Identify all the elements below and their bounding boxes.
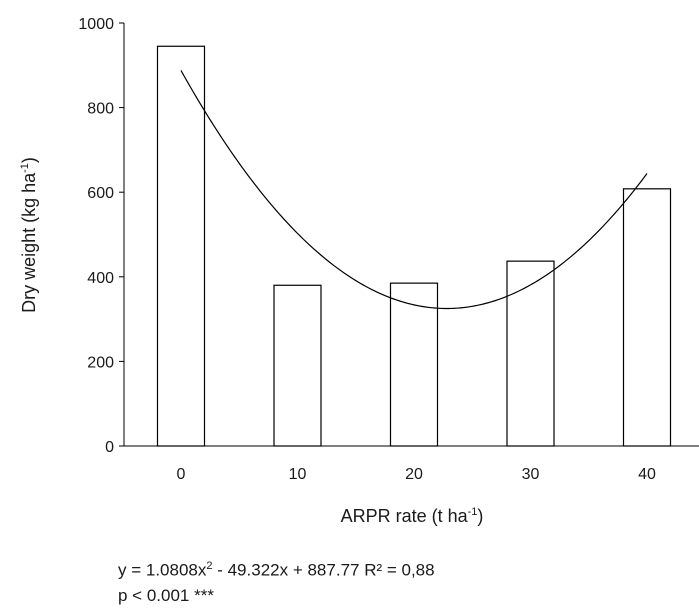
x-tick-label: 0 [177, 466, 186, 483]
x-axis-title: ARPR rate (t ha-1) [341, 506, 484, 526]
x-tick-label: 30 [522, 466, 540, 483]
bar [158, 46, 205, 446]
y-tick-label: 200 [87, 354, 114, 371]
y-axis-title: Dry weight (kg ha-1) [19, 157, 39, 313]
trendline-curve [181, 70, 647, 308]
y-tick-label: 600 [87, 185, 114, 202]
bar [274, 285, 321, 446]
x-axis: 0 10 20 30 40 [124, 446, 699, 483]
x-tick-label: 20 [405, 466, 423, 483]
y-tick-label: 1000 [78, 16, 114, 33]
p-value: p < 0.001 *** [118, 586, 214, 606]
x-tick-label: 10 [289, 466, 307, 483]
bars [158, 46, 671, 446]
bar [507, 261, 554, 446]
y-tick-label: 0 [105, 439, 114, 456]
bar [624, 189, 671, 446]
y-axis: 0 200 400 600 800 1000 [78, 16, 124, 456]
x-tick-label: 40 [638, 466, 656, 483]
y-tick-label: 800 [87, 101, 114, 118]
regression-equation: y = 1.0808x2 - 49.322x + 887.77 R² = 0,8… [118, 560, 435, 581]
y-tick-label: 400 [87, 270, 114, 287]
